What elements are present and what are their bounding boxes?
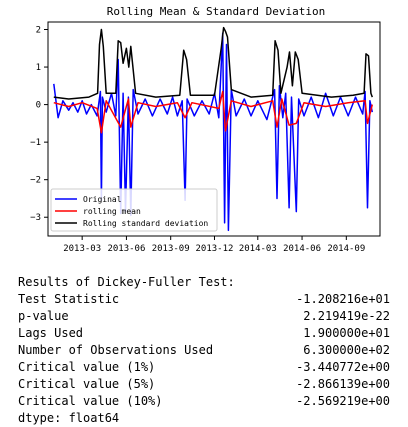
- stat-label: Critical value (10%): [18, 394, 163, 408]
- x-tick-label: 2013-09: [152, 244, 190, 254]
- y-tick-label: −2: [30, 176, 41, 186]
- stat-label: p-value: [18, 309, 69, 323]
- stat-row-critical-10: Critical value (10%) -2.569219e+00: [18, 393, 398, 410]
- y-axis: 2 1 0 −1 −2 −3: [30, 26, 48, 223]
- stat-value: -3.440772e+00: [296, 360, 390, 374]
- legend-label-rolling-mean: rolling mean: [83, 207, 141, 216]
- stat-label: Number of Observations Used: [18, 343, 214, 357]
- dickey-fuller-results: Results of Dickey-Fuller Test: Test Stat…: [18, 274, 398, 427]
- y-tick-label: −3: [30, 213, 41, 223]
- y-tick-label: 0: [36, 101, 41, 111]
- results-heading: Results of Dickey-Fuller Test:: [18, 275, 235, 289]
- stat-value: 2.219419e-22: [303, 309, 390, 323]
- stat-label: Lags Used: [18, 326, 84, 340]
- x-tick-label: 2013-03: [63, 244, 101, 254]
- stat-value: 1.900000e+01: [303, 326, 390, 340]
- y-tick-label: 1: [36, 63, 41, 73]
- series-line-original: [53, 32, 374, 232]
- chart-legend: Original rolling mean Rolling standard d…: [50, 188, 218, 232]
- stat-value: -2.866139e+00: [296, 377, 390, 391]
- chart-title: Rolling Mean & Standard Deviation: [107, 5, 326, 18]
- legend-label-original: Original: [83, 195, 122, 204]
- stat-label: Test Statistic: [18, 292, 120, 306]
- stat-label: Critical value (5%): [18, 377, 156, 391]
- stat-row-test-statistic: Test Statistic -1.208216e+01: [18, 291, 398, 308]
- results-dtype: dtype: float64: [18, 411, 120, 425]
- stat-value: 6.300000e+02: [303, 343, 390, 357]
- x-tick-label: 2013-06: [107, 244, 145, 254]
- y-tick-label: −1: [30, 138, 41, 148]
- series-line-rolling-standard-deviation: [53, 26, 374, 100]
- legend-box: [50, 188, 218, 232]
- x-axis: 2013-03 2013-06 2013-09 2013-12 2014-03 2014-…: [63, 236, 365, 254]
- legend-label-rolling-std: Rolling standard deviation: [83, 219, 208, 228]
- y-tick-label: 2: [36, 26, 41, 36]
- stat-row-critical-5: Critical value (5%) -2.866139e+00: [18, 376, 398, 393]
- series-line-rolling-mean: [53, 90, 374, 134]
- stat-row-observations-used: Number of Observations Used 6.300000e+02: [18, 342, 398, 359]
- stat-label: Critical value (1%): [18, 360, 156, 374]
- stat-value: -1.208216e+01: [296, 292, 390, 306]
- stat-row-p-value: p-value 2.219419e-22: [18, 308, 398, 325]
- rolling-stats-chart: Rolling Mean & Standard Deviation 2 1 0 −1 −…: [30, 5, 381, 254]
- stat-row-critical-1: Critical value (1%) -3.440772e+00: [18, 359, 398, 376]
- x-tick-label: 2014-03: [239, 244, 277, 254]
- x-tick-label: 2014-06: [283, 244, 321, 254]
- x-tick-label: 2014-09: [327, 244, 365, 254]
- stat-value: -2.569219e+00: [296, 394, 390, 408]
- stat-row-lags-used: Lags Used 1.900000e+01: [18, 325, 398, 342]
- x-tick-label: 2013-12: [196, 244, 234, 254]
